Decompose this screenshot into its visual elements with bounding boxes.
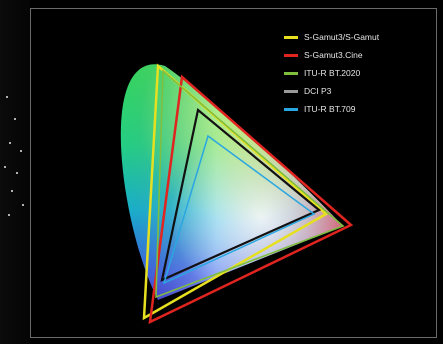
legend-swatch-bt709	[284, 107, 298, 111]
star-dot	[6, 96, 8, 98]
gamut-itu-r-bt709	[162, 134, 316, 285]
legend-item: ITU-R BT.709	[284, 100, 424, 118]
legend-item: DCI P3	[284, 82, 424, 100]
legend-label: ITU-R BT.709	[304, 104, 356, 114]
star-dot	[4, 166, 6, 168]
legend-item: ITU-R BT.2020	[284, 64, 424, 82]
legend-item: S-Gamut3/S-Gamut	[284, 28, 424, 46]
legend-swatch-s-gamut3-cine	[284, 53, 298, 57]
gamut-dci-p3	[160, 107, 322, 282]
star-dot	[16, 172, 18, 174]
legend-label: S-Gamut3.Cine	[304, 50, 363, 60]
legend-label: DCI P3	[304, 86, 332, 96]
gamut-itu-r-bt2020	[155, 69, 345, 299]
star-dot	[14, 118, 16, 120]
legend-item: S-Gamut3.Cine	[284, 46, 424, 64]
star-dot	[11, 190, 13, 192]
diagram-frame	[30, 8, 437, 338]
legend-label: S-Gamut3/S-Gamut	[304, 32, 380, 42]
legend: S-Gamut3/S-Gamut S-Gamut3.Cine ITU-R BT.…	[284, 28, 424, 118]
legend-label: ITU-R BT.2020	[304, 68, 361, 78]
star-dot	[20, 150, 22, 152]
star-dot	[22, 204, 24, 206]
left-edge-strip	[0, 0, 30, 344]
gamut-s-gamut3-cine	[148, 74, 354, 325]
legend-swatch-s-gamut3	[284, 35, 298, 39]
legend-swatch-bt2020	[284, 71, 298, 75]
star-dot	[8, 214, 10, 216]
star-dot	[9, 142, 11, 144]
legend-swatch-dci-p3	[284, 89, 298, 93]
